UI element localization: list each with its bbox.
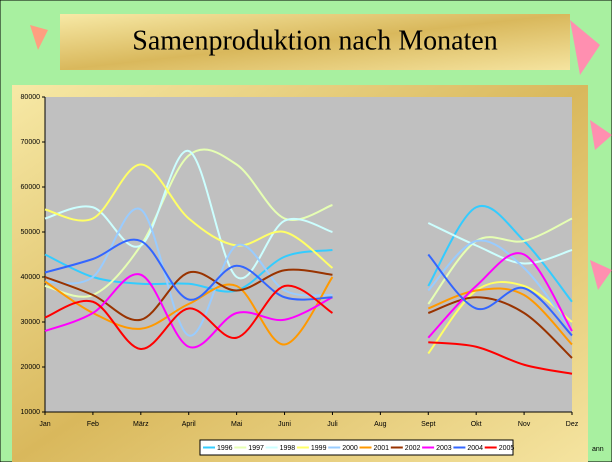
y-tick-label: 80000 bbox=[21, 94, 41, 101]
x-tick-label: Feb bbox=[87, 421, 99, 428]
legend-label: 2002 bbox=[405, 445, 421, 452]
x-tick-label: März bbox=[133, 421, 149, 428]
legend-label: 1997 bbox=[248, 445, 264, 452]
x-tick-label: Dez bbox=[566, 421, 579, 428]
title: Samenproduktion nach Monaten bbox=[132, 25, 497, 56]
x-tick-label: Juni bbox=[278, 421, 291, 428]
legend-label: 2000 bbox=[342, 445, 358, 452]
x-tick-label: Mai bbox=[231, 421, 243, 428]
y-tick-label: 50000 bbox=[21, 229, 41, 236]
slide: Samenproduktion nach Monaten ann 10000 20… bbox=[0, 0, 612, 462]
y-tick-label: 10000 bbox=[21, 409, 41, 416]
legend-label: 1996 bbox=[217, 445, 233, 452]
y-tick-label: 60000 bbox=[21, 184, 41, 191]
x-tick-label: April bbox=[182, 421, 196, 428]
x-tick-label: Juli bbox=[327, 421, 338, 428]
legend-label: 1999 bbox=[311, 445, 327, 452]
legend-label: 2003 bbox=[436, 445, 452, 452]
annotation: ann bbox=[592, 446, 604, 453]
legend-label: 2005 bbox=[499, 445, 515, 452]
y-tick-label: 20000 bbox=[21, 364, 41, 371]
legend-label: 1998 bbox=[280, 445, 296, 452]
y-tick-label: 70000 bbox=[21, 139, 41, 146]
x-tick-label: Okt bbox=[471, 421, 482, 428]
x-tick-label: Aug bbox=[374, 421, 387, 428]
y-tick-label: 40000 bbox=[21, 274, 41, 281]
legend-label: 2004 bbox=[467, 445, 483, 452]
x-tick-label: Nov bbox=[518, 421, 531, 428]
plot-area bbox=[45, 97, 572, 412]
x-tick-label: Jan bbox=[39, 421, 50, 428]
y-tick-label: 30000 bbox=[21, 319, 41, 326]
legend-label: 2001 bbox=[374, 445, 390, 452]
x-tick-label: Sept bbox=[421, 421, 435, 428]
